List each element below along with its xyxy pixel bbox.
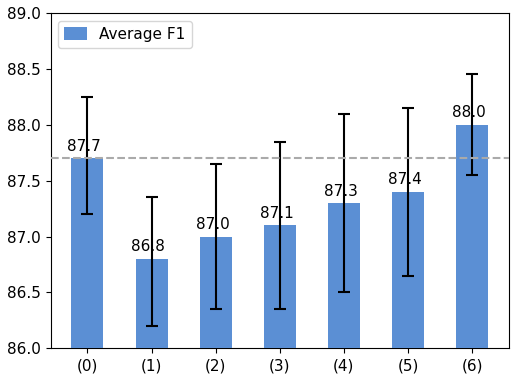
Text: 87.3: 87.3	[324, 184, 358, 198]
Legend: Average F1: Average F1	[58, 21, 192, 48]
Text: 88.0: 88.0	[452, 105, 486, 120]
Bar	[456, 125, 488, 380]
Text: 87.7: 87.7	[67, 139, 101, 154]
Text: 87.1: 87.1	[260, 206, 294, 221]
Bar	[200, 236, 232, 380]
Text: 87.4: 87.4	[388, 173, 422, 187]
Text: 86.8: 86.8	[132, 239, 165, 255]
Bar	[392, 192, 424, 380]
Bar	[136, 259, 168, 380]
Bar	[328, 203, 360, 380]
Text: 87.0: 87.0	[196, 217, 229, 232]
Bar	[264, 225, 296, 380]
Bar	[71, 158, 103, 380]
